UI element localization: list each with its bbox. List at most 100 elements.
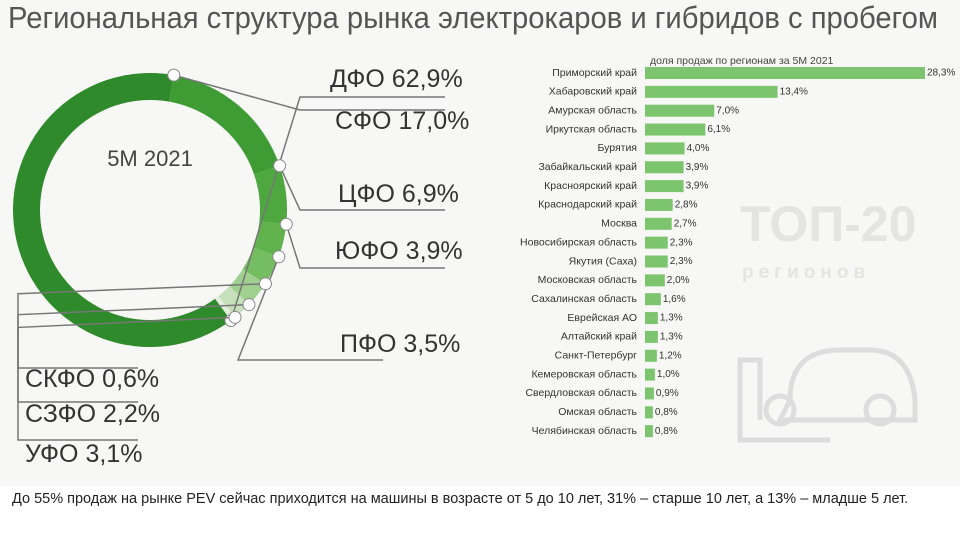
segment-name: УФО xyxy=(25,440,79,468)
segment-label: СФО 17,0% xyxy=(335,107,469,135)
value-label: 4,0% xyxy=(687,143,710,154)
segment-name: СФО xyxy=(335,107,392,135)
value-label: 1,2% xyxy=(659,350,682,361)
bar xyxy=(645,198,673,211)
watermark: ТОП-20 xyxy=(740,196,916,252)
segment-value: 0,6% xyxy=(102,365,159,393)
leader-line xyxy=(285,223,445,269)
leader-dot xyxy=(228,310,242,324)
value-label: 6,1% xyxy=(707,124,730,135)
leader-line xyxy=(278,165,445,211)
infographic: Региональная структура рынка электрокаро… xyxy=(8,0,956,468)
y-tick-label: Иркутская область xyxy=(546,123,638,135)
value-label: 1,3% xyxy=(660,313,683,324)
y-tick-label: Красноярский край xyxy=(544,180,637,192)
bar-chart-title: доля продаж по регионам за 5М 2021 xyxy=(650,55,834,67)
bar xyxy=(645,161,684,174)
value-label: 2,3% xyxy=(670,237,693,248)
leader-line xyxy=(230,96,445,321)
segment-name: ДФО xyxy=(330,65,385,93)
value-label: 28,3% xyxy=(927,68,955,79)
bar xyxy=(645,67,925,79)
value-label: 3,9% xyxy=(686,162,709,173)
segment-value: 17,0% xyxy=(398,107,469,135)
segment-value: 2,2% xyxy=(103,400,160,428)
value-label: 3,9% xyxy=(686,181,709,192)
center-label: 5М 2021 xyxy=(107,146,193,171)
leader-dot xyxy=(273,159,287,173)
value-label: 0,9% xyxy=(656,388,679,399)
value-label: 2,7% xyxy=(674,218,697,229)
y-tick-label: Новосибирская область xyxy=(520,236,637,248)
bar xyxy=(645,85,778,98)
donut-segment xyxy=(242,247,279,284)
bar xyxy=(645,217,672,230)
y-tick-label: Алтайский край xyxy=(561,331,637,343)
y-tick-label: Московская область xyxy=(538,274,638,286)
segment-label: ДФО 62,9% xyxy=(330,65,463,93)
segment-label: СКФО 0,6% xyxy=(25,365,159,393)
bar xyxy=(645,387,654,400)
donut-segment xyxy=(218,286,250,318)
y-tick-label: Челябинская область xyxy=(532,425,638,437)
segment-label: СЗФО 2,2% xyxy=(25,400,160,428)
y-tick-label: Сахалинская область xyxy=(531,293,637,305)
leader-dot xyxy=(167,68,181,82)
bar xyxy=(645,406,653,419)
value-label: 2,8% xyxy=(675,200,698,211)
bar xyxy=(645,368,655,381)
y-tick-label: Забайкальский край xyxy=(538,161,637,173)
y-tick-label: Якутия (Саха) xyxy=(569,255,637,267)
bar xyxy=(645,293,661,306)
y-tick-label: Краснодарский край xyxy=(538,199,637,211)
segment-name: ЦФО xyxy=(338,180,395,208)
value-label: 2,0% xyxy=(667,275,690,286)
car-icon xyxy=(737,347,918,443)
value-label: 0,8% xyxy=(655,426,678,437)
y-tick-label: Амурская область xyxy=(548,104,637,116)
bar xyxy=(645,180,684,193)
bar xyxy=(645,330,658,343)
segment-label: ПФО 3,5% xyxy=(340,330,460,358)
leader-dot xyxy=(242,298,256,312)
leader-dot xyxy=(258,277,272,291)
value-label: 1,3% xyxy=(660,332,683,343)
bar xyxy=(645,142,685,155)
value-label: 1,6% xyxy=(663,294,686,305)
value-label: 1,0% xyxy=(657,369,680,380)
bar xyxy=(645,236,668,249)
bar xyxy=(645,349,657,362)
value-label: 2,3% xyxy=(670,256,693,267)
leader-dot xyxy=(272,250,286,264)
y-tick-label: Москва xyxy=(601,218,637,230)
segment-name: СКФО xyxy=(25,365,95,393)
segment-label: ЮФО 3,9% xyxy=(335,237,463,265)
segment-label: УФО 3,1% xyxy=(25,440,142,468)
value-label: 0,8% xyxy=(655,407,678,418)
bar xyxy=(645,312,658,325)
donut-segment xyxy=(254,165,288,225)
donut-segment xyxy=(253,221,287,257)
bar xyxy=(645,274,665,287)
y-tick-label: Хабаровский край xyxy=(549,86,637,98)
y-tick-label: Кемеровская область xyxy=(531,368,637,380)
segment-value: 62,9% xyxy=(392,65,463,93)
y-tick-label: Свердловская область xyxy=(525,387,637,399)
value-label: 13,4% xyxy=(780,86,808,97)
watermark: регионов xyxy=(742,262,870,283)
donut-segment xyxy=(13,73,231,347)
segment-label: ЦФО 6,9% xyxy=(338,180,459,208)
segment-value: 6,9% xyxy=(402,180,459,208)
y-tick-label: Приморский край xyxy=(552,67,637,79)
bar xyxy=(645,123,706,136)
caption: До 55% продаж на рынке PEV сейчас приход… xyxy=(12,491,909,507)
y-tick-label: Омская область xyxy=(558,406,637,418)
leader-dot xyxy=(279,217,293,231)
donut-segment xyxy=(229,269,266,305)
leader-line xyxy=(173,74,445,111)
donut-segment xyxy=(169,75,280,175)
segment-value: 3,5% xyxy=(403,330,460,358)
bar xyxy=(645,425,653,438)
leader-line xyxy=(236,256,383,361)
